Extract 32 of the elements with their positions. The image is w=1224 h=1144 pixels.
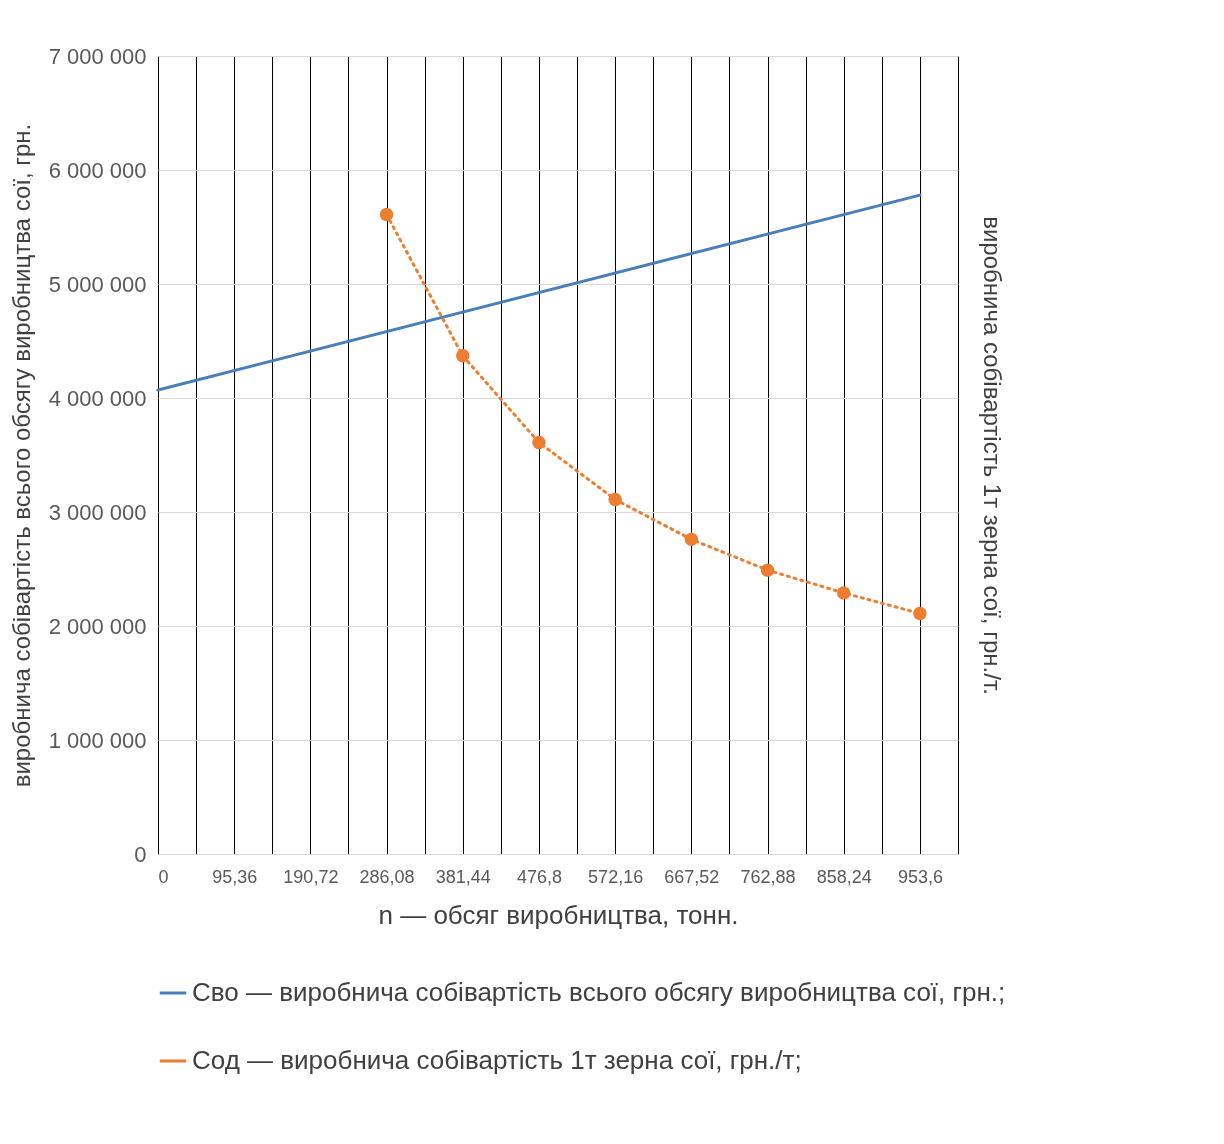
x-tick-label: 667,52 [664, 866, 720, 887]
y-tick-label: 4 000 000 [48, 385, 147, 411]
y2-axis-title: виробнича собівартість 1т зерна сої, грн./т. [978, 216, 1006, 695]
y-tick-label: 6 000 000 [48, 157, 147, 183]
y-tick-label: 3 000 000 [48, 499, 147, 525]
x-tick-label: 190,72 [283, 866, 339, 887]
x-tick-label: 0 [158, 866, 169, 887]
point [913, 606, 927, 621]
point [379, 207, 394, 222]
y-tick-label: 0 [134, 841, 147, 867]
y-tick-label: 2 000 000 [48, 613, 147, 639]
y-tick-label: 7 000 000 [48, 43, 147, 69]
x-tick-label: 381,44 [435, 866, 491, 887]
x-tick-label: 286,08 [359, 866, 415, 887]
legend-label: Сво — виробнича собівартість всього обсягу виробництва сої, грн.; [192, 977, 1006, 1007]
y-tick-label: 5 000 000 [48, 271, 147, 297]
point [684, 532, 699, 547]
x-tick-label: 95,36 [212, 866, 258, 887]
x-tick-label: 476,8 [516, 866, 562, 887]
point [532, 435, 546, 450]
x-tick-label: 572,16 [588, 866, 644, 887]
point [837, 586, 851, 600]
y-axis-title: виробнича собівартість всього обсягу виробництва сої, грн. [7, 123, 35, 788]
point [760, 563, 775, 577]
y-tick-label: 1 000 000 [48, 727, 147, 753]
x-axis-title: n — обсяг виробництва, тонн. [378, 899, 739, 930]
point [456, 349, 470, 363]
x-tick-label: 953,6 [897, 866, 943, 887]
x-tick-label: 762,88 [740, 866, 796, 887]
point [608, 492, 622, 507]
legend-label: Сод — виробнича собівартість 1т зерна сої, грн./т; [192, 1045, 802, 1075]
x-tick-label: 858,24 [816, 866, 872, 887]
